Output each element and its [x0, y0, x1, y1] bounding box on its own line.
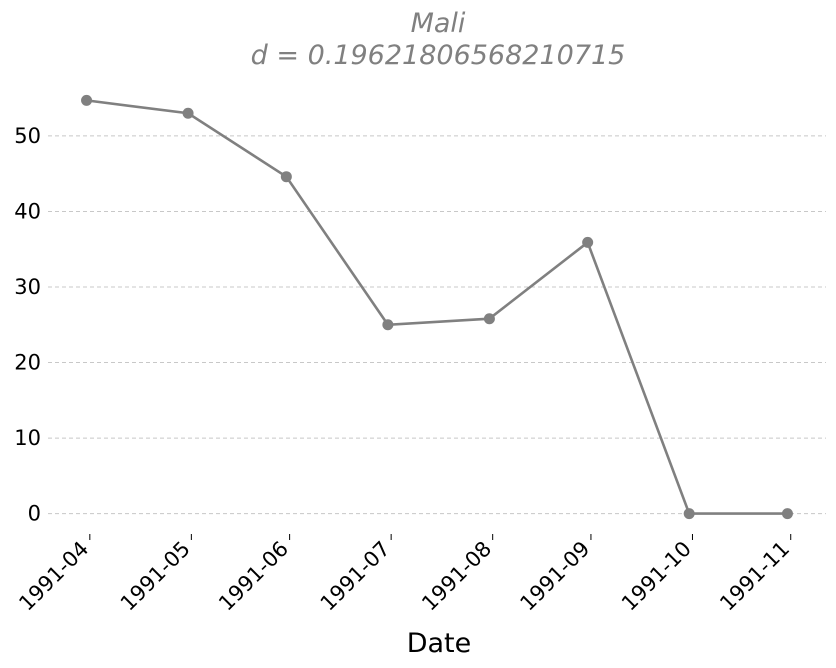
data-point: [81, 94, 93, 106]
x-tick-label: 1991-08: [417, 537, 496, 616]
x-tick-label: 1991-09: [515, 537, 594, 616]
y-tick-label: 40: [14, 199, 41, 223]
data-point: [280, 171, 292, 183]
y-axis-ticks: 0 10 20 30 40 50: [14, 124, 41, 526]
series-line: [86, 99, 788, 515]
y-tick-label: 10: [14, 426, 41, 450]
data-point: [582, 236, 594, 248]
x-tick-label: 1991-11: [715, 537, 794, 616]
x-axis-label: Date: [407, 628, 472, 659]
data-point: [781, 508, 793, 520]
x-axis-ticks: 1991-04 1991-05 1991-06 1991-07 1991-08 1991-…: [14, 534, 794, 616]
y-tick-label: 30: [14, 275, 41, 299]
x-tick-label: 1991-10: [617, 537, 696, 616]
chart-title: Mali: [411, 8, 466, 39]
x-tick-label: 1991-06: [214, 537, 293, 616]
y-tick-label: 20: [14, 351, 41, 375]
x-tick-label: 1991-05: [116, 537, 195, 616]
x-tick-label: 1991-07: [316, 537, 395, 616]
data-point: [483, 313, 495, 325]
chart-subtitle: d = 0.19621806568210715: [251, 40, 626, 71]
series-group: [81, 94, 793, 520]
data-point: [382, 319, 394, 331]
y-tick-label: 0: [28, 502, 41, 526]
data-point: [182, 107, 194, 119]
y-gridlines: [48, 135, 826, 515]
x-tick-label: 1991-04: [14, 537, 93, 616]
data-point: [683, 508, 695, 520]
y-tick-label: 50: [14, 124, 41, 148]
